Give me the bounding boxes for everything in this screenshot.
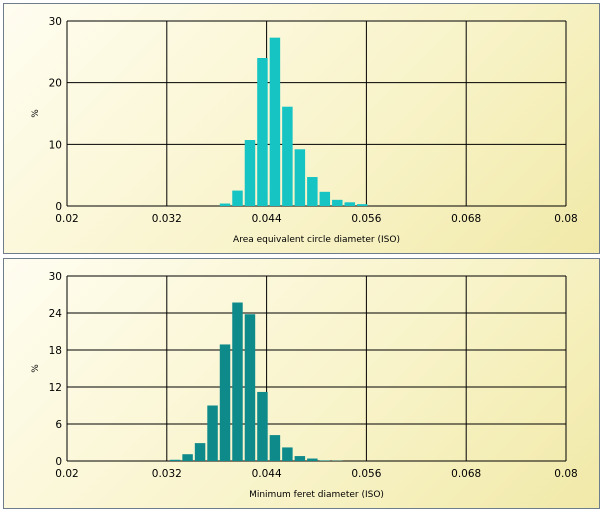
minimum-feret-bar: [169, 459, 181, 461]
minimum-feret-bar: [282, 447, 293, 461]
area-equivalent-bar: [357, 204, 368, 206]
minimum-feret-x-tick-label: 0.068: [451, 468, 481, 480]
minimum-feret-bar: [232, 302, 243, 461]
histogram-panel-minimum-feret: 0.02 0.032 0.044 0.056 0.068 0.08 0 6 12 18 24 30% M…: [3, 258, 600, 509]
area-equivalent-bar: [219, 203, 231, 206]
minimum-feret-y-tick-label: 12: [49, 382, 62, 394]
area-equivalent-x-tick-label: 0.02: [55, 213, 78, 225]
area-equivalent-bar: [244, 140, 256, 206]
area-equivalent-bar: [269, 37, 281, 207]
area-equivalent-x-tick-label: 0.068: [451, 213, 481, 225]
minimum-feret-y-tick-label: 0: [55, 456, 62, 468]
area-equivalent-y-tick-label: 20: [49, 78, 62, 90]
histogram-area-equivalent-svg: 0.02 0.032 0.044 0.056 0.068 0.08 0 10 20 30% Area…: [31, 16, 578, 245]
area-equivalent-x-axis-title: Area equivalent circle diameter (ISO): [233, 235, 400, 245]
area-equivalent-bar: [332, 199, 343, 206]
minimum-feret-gridlines: [66, 275, 567, 462]
area-equivalent-x-tick-label: 0.044: [252, 213, 282, 225]
minimum-feret-y-tick-label: 30: [49, 271, 62, 283]
area-equivalent-bar: [344, 202, 356, 206]
minimum-feret-bar: [307, 458, 318, 461]
area-equivalent-x-tick-label: 0.032: [152, 213, 182, 225]
minimum-feret-bar: [219, 344, 231, 461]
minimum-feret-bars: [169, 302, 343, 461]
minimum-feret-x-tick-label: 0.056: [351, 468, 381, 480]
minimum-feret-y-tick-label: 6: [55, 419, 62, 431]
minimum-feret-x-tick-label: 0.032: [152, 468, 182, 480]
minimum-feret-x-tick-label: 0.044: [252, 468, 282, 480]
area-equivalent-bar: [307, 177, 318, 206]
area-equivalent-y-tick-label: 10: [49, 139, 62, 151]
minimum-feret-y-tick-label: 24: [49, 308, 63, 320]
minimum-feret-x-tick-label: 0.02: [55, 468, 78, 480]
area-equivalent-bars: [219, 37, 368, 207]
minimum-feret-y-tick-label: 18: [49, 345, 62, 357]
area-equivalent-y-tick-label: 0: [55, 201, 62, 213]
area-equivalent-y-tick-label: 30: [49, 16, 62, 28]
area-equivalent-bar: [232, 190, 243, 206]
histogram-minimum-feret-svg: 0.02 0.032 0.044 0.056 0.068 0.08 0 6 12 18 24 30% M…: [31, 271, 578, 500]
minimum-feret-bar: [319, 460, 331, 461]
minimum-feret-bar: [269, 435, 281, 461]
minimum-feret-bar: [194, 443, 206, 461]
minimum-feret-x-axis-title: Minimum feret diameter (ISO): [249, 490, 384, 500]
minimum-feret-bar: [294, 456, 306, 461]
minimum-feret-x-tick-label: 0.08: [554, 468, 577, 480]
minimum-feret-bar: [182, 454, 193, 461]
histogram-panel-area-equivalent: 0.02 0.032 0.044 0.056 0.068 0.08 0 10 20 30% Area…: [3, 3, 600, 254]
minimum-feret-bar: [244, 314, 256, 461]
area-equivalent-bar: [294, 149, 306, 206]
area-equivalent-y-axis-title: %: [31, 109, 41, 118]
area-equivalent-bar: [257, 58, 268, 206]
minimum-feret-y-axis-title: %: [31, 364, 41, 373]
area-equivalent-x-tick-label: 0.056: [351, 213, 381, 225]
area-equivalent-bar: [282, 106, 293, 206]
area-equivalent-bar: [319, 191, 331, 206]
minimum-feret-bar: [257, 391, 268, 461]
area-equivalent-x-tick-label: 0.08: [554, 213, 577, 225]
minimum-feret-bar: [207, 405, 218, 461]
